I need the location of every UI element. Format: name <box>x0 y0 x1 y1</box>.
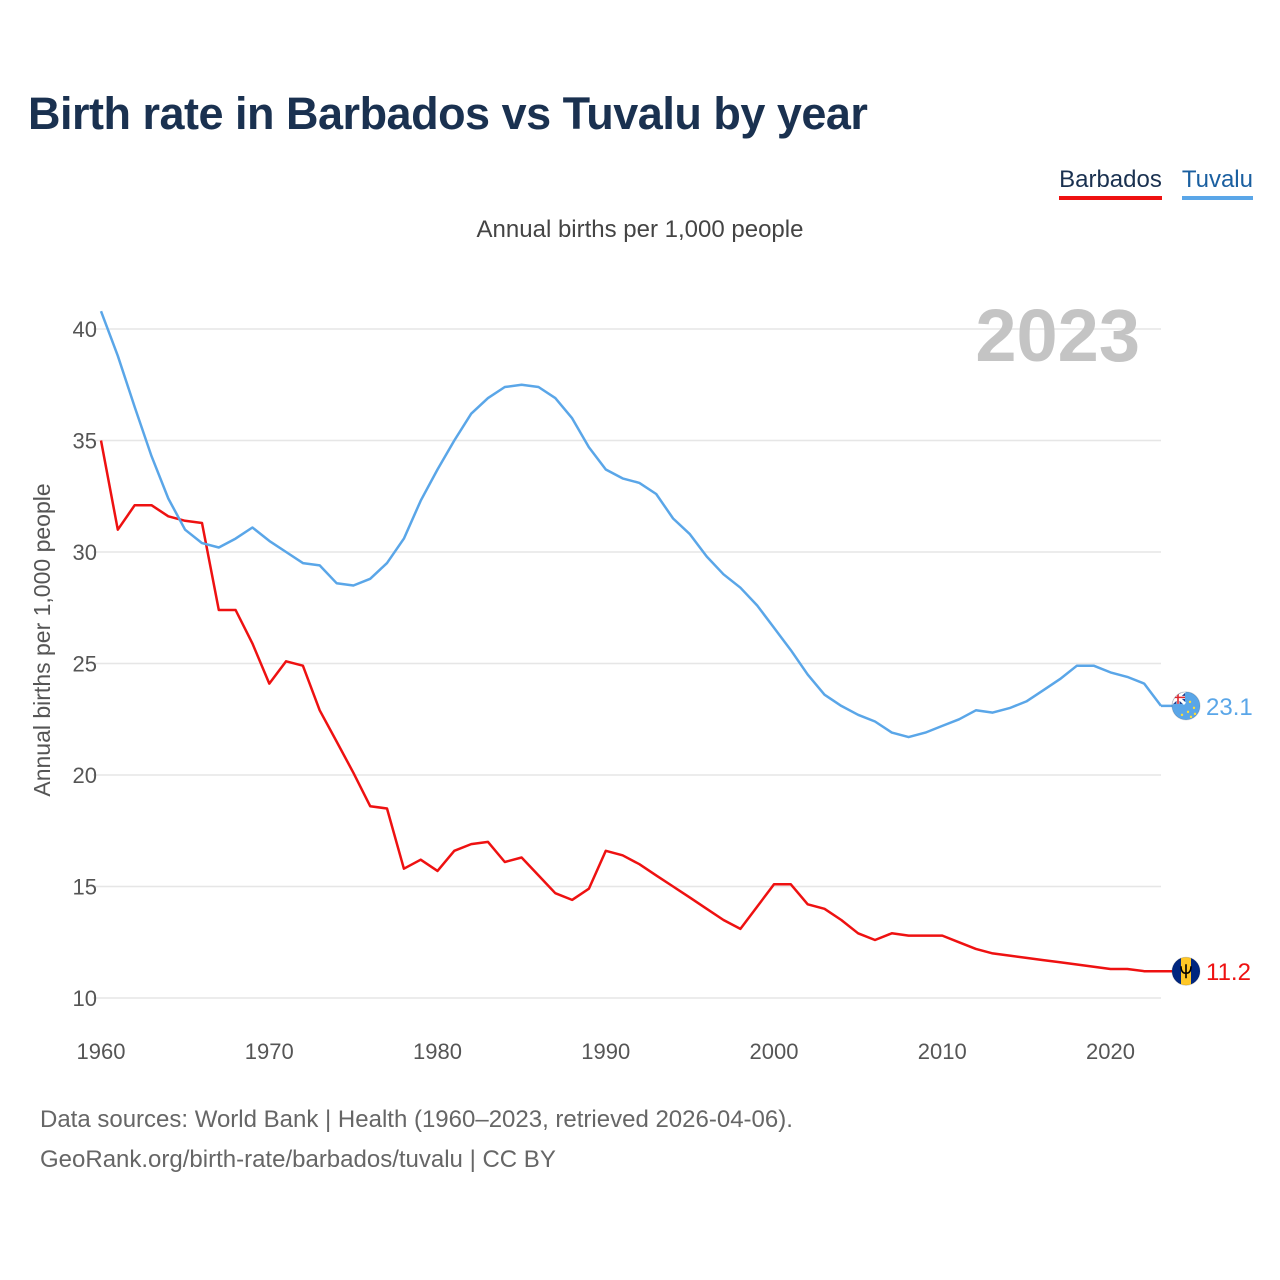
x-tick-1980: 1980 <box>413 1039 462 1064</box>
footer-sources: Data sources: World Bank | Health (1960–… <box>40 1106 793 1133</box>
y-tick-15: 15 <box>73 875 97 900</box>
y-tick-35: 35 <box>73 429 97 454</box>
year-label: 2023 <box>975 294 1140 377</box>
grid-lines <box>93 328 1161 999</box>
end-markers: 11.2 23.1 <box>1161 691 1253 986</box>
y-tick-30: 30 <box>73 540 97 565</box>
chart-subtitle: Annual births per 1,000 people <box>476 216 804 243</box>
end-value-tuvalu: 23.1 <box>1206 694 1253 721</box>
flag-icon-tuvalu <box>1171 691 1201 721</box>
footer-link[interactable]: GeoRank.org/birth-rate/barbados/tuvalu |… <box>40 1146 556 1173</box>
y-tick-25: 25 <box>73 652 97 677</box>
y-tick-10: 10 <box>73 986 97 1011</box>
y-tick-40: 40 <box>73 317 97 342</box>
series-lines <box>99 310 1162 973</box>
series-line-tuvalu <box>99 310 1162 739</box>
legend-item-barbados[interactable]: Barbados <box>1059 166 1162 200</box>
legend-item-tuvalu[interactable]: Tuvalu <box>1181 166 1253 200</box>
series-line-barbados <box>99 440 1161 973</box>
x-tick-2010: 2010 <box>918 1039 967 1064</box>
x-axis-ticks: 1960 1970 1980 1990 2000 2010 2020 <box>77 1039 1135 1064</box>
y-axis-ticks: 10 15 20 25 30 35 40 <box>73 317 97 1011</box>
y-tick-20: 20 <box>73 763 97 788</box>
end-value-barbados: 11.2 <box>1206 959 1251 986</box>
legend: Barbados Tuvalu <box>1059 166 1253 200</box>
y-axis-label: Annual births per 1,000 people <box>29 483 55 796</box>
x-tick-2020: 2020 <box>1086 1039 1135 1064</box>
chart-title: Birth rate in Barbados vs Tuvalu by year <box>28 88 868 139</box>
x-tick-1990: 1990 <box>581 1039 630 1064</box>
flag-icon-barbados <box>1171 956 1201 986</box>
x-tick-2000: 2000 <box>750 1039 799 1064</box>
x-tick-1960: 1960 <box>77 1039 126 1064</box>
line-chart: 10 15 20 25 30 35 40 1960 1970 1980 1990 2000 2010 2… <box>29 294 1253 1064</box>
x-tick-1970: 1970 <box>245 1039 294 1064</box>
